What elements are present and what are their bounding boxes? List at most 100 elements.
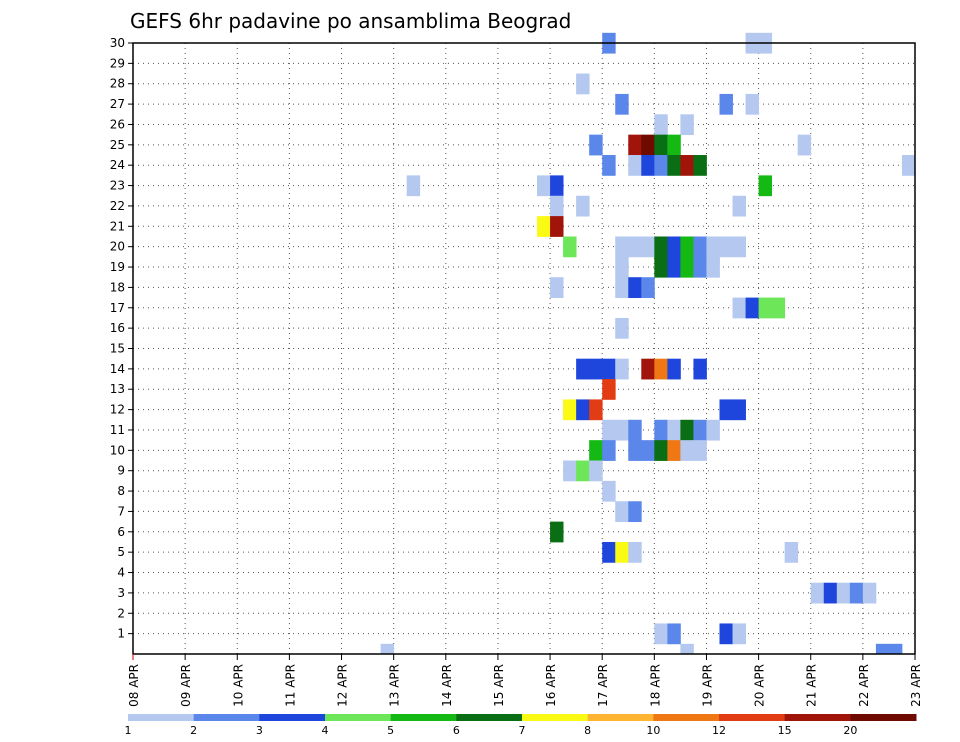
heatmap-cell bbox=[615, 317, 629, 339]
colorbar-label: 20 bbox=[843, 724, 857, 737]
heatmap-cell bbox=[550, 175, 564, 197]
colorbar-swatch bbox=[325, 714, 392, 721]
heatmap-cell bbox=[654, 623, 668, 645]
colorbar-label: 8 bbox=[584, 724, 591, 737]
heatmap-cell bbox=[628, 236, 642, 258]
colorbar-label: 5 bbox=[387, 724, 394, 737]
colorbar-label: 15 bbox=[778, 724, 792, 737]
heatmap-cell bbox=[615, 256, 629, 278]
heatmap-cell bbox=[576, 358, 590, 380]
y-tick-label: 7 bbox=[117, 504, 125, 518]
heatmap-cell bbox=[641, 358, 655, 380]
heatmap-cell bbox=[615, 358, 629, 380]
colorbar-label: 4 bbox=[322, 724, 329, 737]
y-tick-label: 26 bbox=[110, 117, 125, 131]
heatmap-cell bbox=[537, 175, 551, 197]
heatmap-cell bbox=[771, 297, 786, 319]
x-tick-label: 15 APR bbox=[492, 664, 506, 707]
heatmap-cell bbox=[563, 399, 577, 421]
heatmap-cell bbox=[615, 277, 629, 298]
heatmap-cell bbox=[654, 358, 668, 380]
colorbar: 1 2 3 4 5 6 7 8 10 12 15 20 bbox=[125, 714, 917, 737]
x-tick-label: 19 APR bbox=[700, 664, 714, 707]
heatmap-cell bbox=[602, 155, 616, 176]
heatmap-cell bbox=[862, 582, 877, 604]
heatmap-cell bbox=[680, 419, 694, 441]
heatmap-cell bbox=[888, 643, 903, 655]
colorbar-swatch bbox=[522, 714, 589, 721]
colorbar-label: 2 bbox=[190, 724, 197, 737]
colorbar-swatch bbox=[390, 714, 457, 721]
heatmap-cell bbox=[706, 419, 720, 441]
heatmap-cell bbox=[667, 358, 681, 380]
y-tick-label: 29 bbox=[110, 56, 125, 70]
heatmap-cell bbox=[602, 440, 616, 461]
heatmap-cell bbox=[849, 582, 864, 604]
colorbar-swatch bbox=[259, 714, 326, 721]
colorbar-label: 6 bbox=[453, 724, 460, 737]
heatmap-cell bbox=[667, 236, 681, 258]
heatmap-cell bbox=[615, 419, 629, 441]
heatmap-cell bbox=[654, 419, 668, 441]
heatmap-cell bbox=[641, 277, 655, 298]
heatmap-cell bbox=[641, 155, 655, 176]
heatmap-cell bbox=[667, 419, 681, 441]
heatmap-cell bbox=[550, 277, 564, 298]
heatmap-cell bbox=[654, 256, 668, 278]
y-axis-ticks: 1234567891011121314151617181920212223242… bbox=[110, 36, 133, 641]
heatmap-cell bbox=[641, 440, 655, 461]
x-tick-label: 13 APR bbox=[388, 664, 402, 707]
heatmap-cell bbox=[680, 114, 694, 136]
heatmap-cell bbox=[810, 582, 825, 604]
x-tick-label: 14 APR bbox=[440, 664, 454, 707]
heatmap-cell bbox=[550, 195, 564, 217]
heatmap-cell bbox=[693, 256, 707, 278]
chart-title: GEFS 6hr padavine po ansamblima Beograd bbox=[130, 9, 571, 33]
y-tick-label: 16 bbox=[110, 321, 125, 335]
y-tick-label: 23 bbox=[110, 179, 125, 193]
heatmap-cell bbox=[706, 256, 720, 278]
y-tick-label: 1 bbox=[117, 627, 125, 641]
heatmap-cell bbox=[576, 73, 590, 95]
heatmap-cell bbox=[615, 236, 629, 258]
colorbar-swatch bbox=[850, 714, 917, 721]
colorbar-label: 12 bbox=[712, 724, 726, 737]
y-tick-label: 11 bbox=[110, 423, 125, 437]
heatmap-cell bbox=[615, 541, 629, 563]
x-tick-label: 16 APR bbox=[544, 664, 558, 707]
heatmap-cell bbox=[654, 134, 668, 156]
heatmap-cell bbox=[680, 256, 694, 278]
heatmap-cell bbox=[628, 501, 642, 523]
heatmap-cell bbox=[628, 134, 642, 156]
heatmap-cell bbox=[602, 480, 616, 502]
heatmap-cell bbox=[628, 440, 642, 461]
heatmap-cell bbox=[680, 440, 694, 461]
heatmap-cell bbox=[589, 358, 603, 380]
heatmap-cell bbox=[836, 582, 851, 604]
heatmap-cell bbox=[628, 541, 642, 563]
heatmap-cell bbox=[719, 623, 733, 645]
heatmap-cell bbox=[641, 134, 655, 156]
colorbar-swatch bbox=[587, 714, 654, 721]
heatmap-cell bbox=[406, 175, 421, 197]
heatmap-cell bbox=[680, 155, 694, 176]
heatmap-cell bbox=[589, 460, 603, 482]
heatmap-cell bbox=[823, 582, 838, 604]
x-tick-label: 17 APR bbox=[596, 664, 610, 707]
heatmap-cell bbox=[693, 419, 707, 441]
heatmap-cell bbox=[901, 155, 916, 176]
heatmap-cell bbox=[693, 440, 707, 461]
heatmap-cell bbox=[719, 399, 733, 421]
x-axis-ticks: 08 APR 09 APR 10 APR 11 APR 12 APR 13 APR 14 A… bbox=[127, 654, 923, 707]
x-tick-label: 11 APR bbox=[283, 664, 297, 707]
heatmap-cell bbox=[680, 643, 694, 655]
heatmap-cell bbox=[602, 541, 616, 563]
heatmap-cell bbox=[615, 501, 629, 523]
heatmap-cell bbox=[680, 236, 694, 258]
heatmap-cell bbox=[693, 358, 707, 380]
heatmap-cell bbox=[667, 440, 681, 461]
heatmap-cell bbox=[576, 195, 590, 217]
heatmap-cell bbox=[537, 216, 551, 237]
colorbar-label: 3 bbox=[256, 724, 263, 737]
